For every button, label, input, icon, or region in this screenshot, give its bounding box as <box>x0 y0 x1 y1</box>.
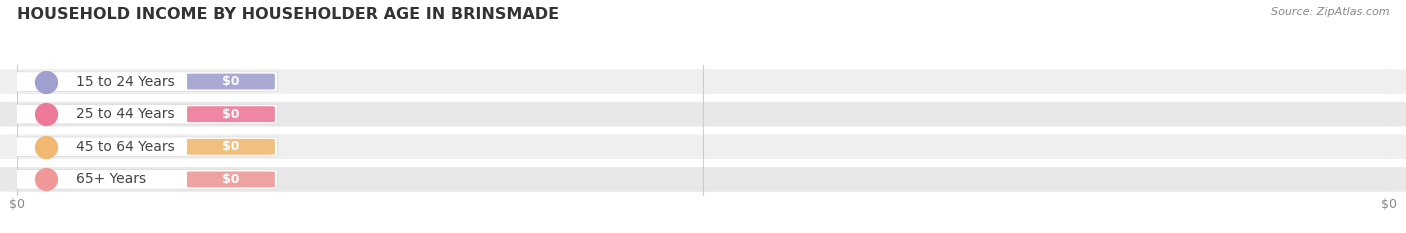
Point <box>34 145 56 149</box>
Text: 65+ Years: 65+ Years <box>76 172 146 186</box>
FancyBboxPatch shape <box>0 167 1406 192</box>
Text: 45 to 64 Years: 45 to 64 Years <box>76 140 174 154</box>
Point <box>34 80 56 83</box>
FancyBboxPatch shape <box>0 102 1406 127</box>
FancyBboxPatch shape <box>4 170 277 189</box>
FancyBboxPatch shape <box>0 69 1406 94</box>
FancyBboxPatch shape <box>4 72 277 91</box>
Text: Source: ZipAtlas.com: Source: ZipAtlas.com <box>1271 7 1389 17</box>
FancyBboxPatch shape <box>187 106 274 122</box>
Text: $0: $0 <box>222 108 239 121</box>
Text: HOUSEHOLD INCOME BY HOUSEHOLDER AGE IN BRINSMADE: HOUSEHOLD INCOME BY HOUSEHOLDER AGE IN B… <box>17 7 560 22</box>
Point <box>34 112 56 116</box>
FancyBboxPatch shape <box>187 171 274 187</box>
Text: 15 to 24 Years: 15 to 24 Years <box>76 75 174 89</box>
Text: $0: $0 <box>222 173 239 186</box>
Text: $0: $0 <box>222 140 239 153</box>
FancyBboxPatch shape <box>4 137 277 157</box>
FancyBboxPatch shape <box>187 74 274 89</box>
Text: $0: $0 <box>222 75 239 88</box>
FancyBboxPatch shape <box>0 134 1406 159</box>
Point <box>34 178 56 181</box>
FancyBboxPatch shape <box>4 104 277 124</box>
FancyBboxPatch shape <box>187 139 274 155</box>
Text: 25 to 44 Years: 25 to 44 Years <box>76 107 174 121</box>
